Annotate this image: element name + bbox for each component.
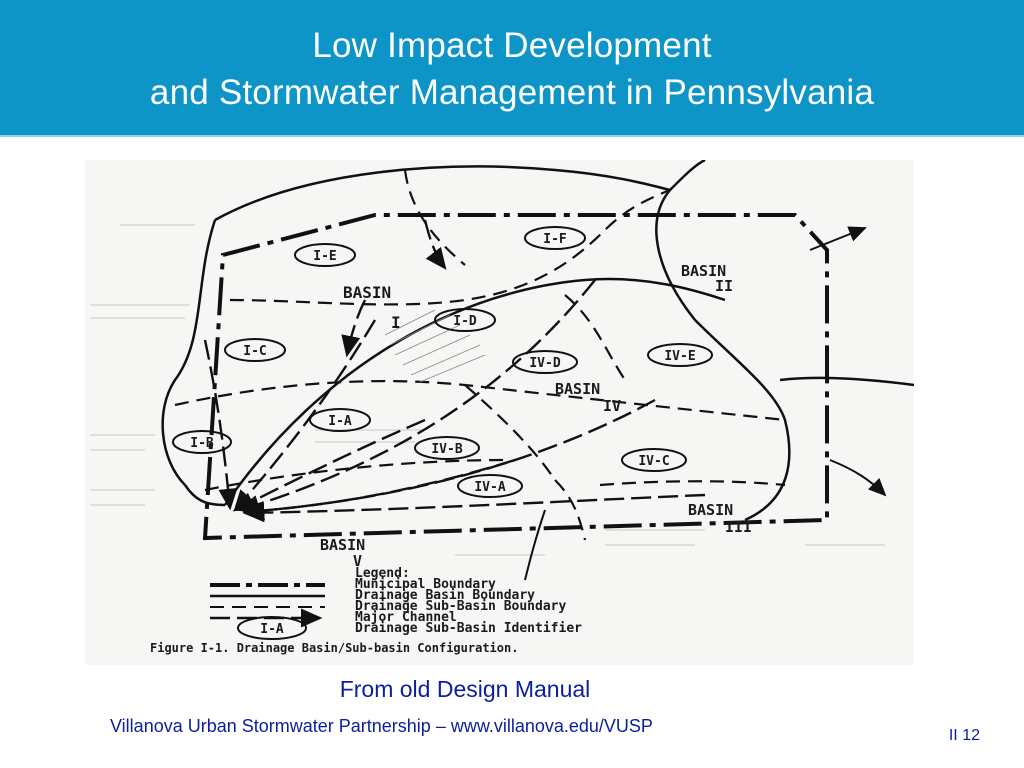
identifier-7: I-A <box>328 414 352 429</box>
identifier-8: I-B <box>190 436 214 451</box>
legend-item-3: Drainage Sub-Basin Boundary <box>355 599 566 614</box>
basin-numeral-1: I <box>391 313 401 332</box>
identifier-6: IV-E <box>664 349 695 364</box>
legend-item-5: Drainage Sub-Basin Identifier <box>355 621 582 636</box>
drainage-basin-figure: BASIN I BASIN II BASIN IV BASIN III BASI… <box>85 160 914 665</box>
basin-label-5: BASIN <box>320 536 365 554</box>
slide-header: Low Impact Development and Stormwater Ma… <box>0 0 1024 137</box>
identifier-1: I-E <box>313 249 336 264</box>
basin-boundary-north <box>214 165 791 522</box>
municipal-boundary <box>202 213 829 541</box>
basin-numeral-2: II <box>715 277 733 295</box>
sub-basin-identifiers: I-E I-F I-D I-C IV-D IV-E I-A I-B IV-B I… <box>172 226 713 498</box>
basin-label-4: BASIN <box>555 380 600 398</box>
basin-numeral-5: V <box>353 552 362 570</box>
basin-label-3: BASIN <box>688 501 733 519</box>
basin-label-1: BASIN <box>343 283 391 302</box>
major-channels <box>203 219 706 523</box>
basin-numeral-3: III <box>725 518 752 536</box>
identifier-3: I-D <box>453 314 477 329</box>
slide-title-line2: and Stormwater Management in Pennsylvani… <box>149 73 875 112</box>
identifier-10: IV-C <box>638 454 669 469</box>
legend-item-1: Municipal Boundary <box>355 577 496 592</box>
identifier-4: I-C <box>243 344 266 359</box>
basin-boundary-central <box>223 277 726 506</box>
identifier-11: IV-A <box>474 480 505 495</box>
basin-map: BASIN I BASIN II BASIN IV BASIN III BASI… <box>90 160 914 655</box>
legend-item-2: Drainage Basin Boundary <box>355 588 535 603</box>
legend-sample-identifier: I-A <box>260 622 284 637</box>
figure-legend: Legend: Municipal Boundary Drainage Basi… <box>210 566 582 640</box>
identifier-2: I-F <box>543 232 567 247</box>
legend-item-4: Major Channel <box>355 610 457 625</box>
slide-footer: Villanova Urban Stormwater Partnership –… <box>110 716 653 736</box>
legend-title: Legend: <box>355 566 410 581</box>
slide-title-line1: Low Impact Development <box>312 26 712 65</box>
page-number: II 12 <box>948 727 980 744</box>
basin-labels: BASIN I BASIN II BASIN IV BASIN III BASI… <box>320 262 752 570</box>
figure-caption: Figure I-1. Drainage Basin/Sub-basin Con… <box>150 641 518 655</box>
basin-numeral-4: IV <box>603 397 621 415</box>
identifier-5: IV-D <box>529 356 560 371</box>
basin-label-2: BASIN <box>681 262 726 280</box>
identifier-9: IV-B <box>431 442 462 457</box>
slide-caption: From old Design Manual <box>339 676 591 702</box>
basin-boundary-west <box>161 219 226 507</box>
